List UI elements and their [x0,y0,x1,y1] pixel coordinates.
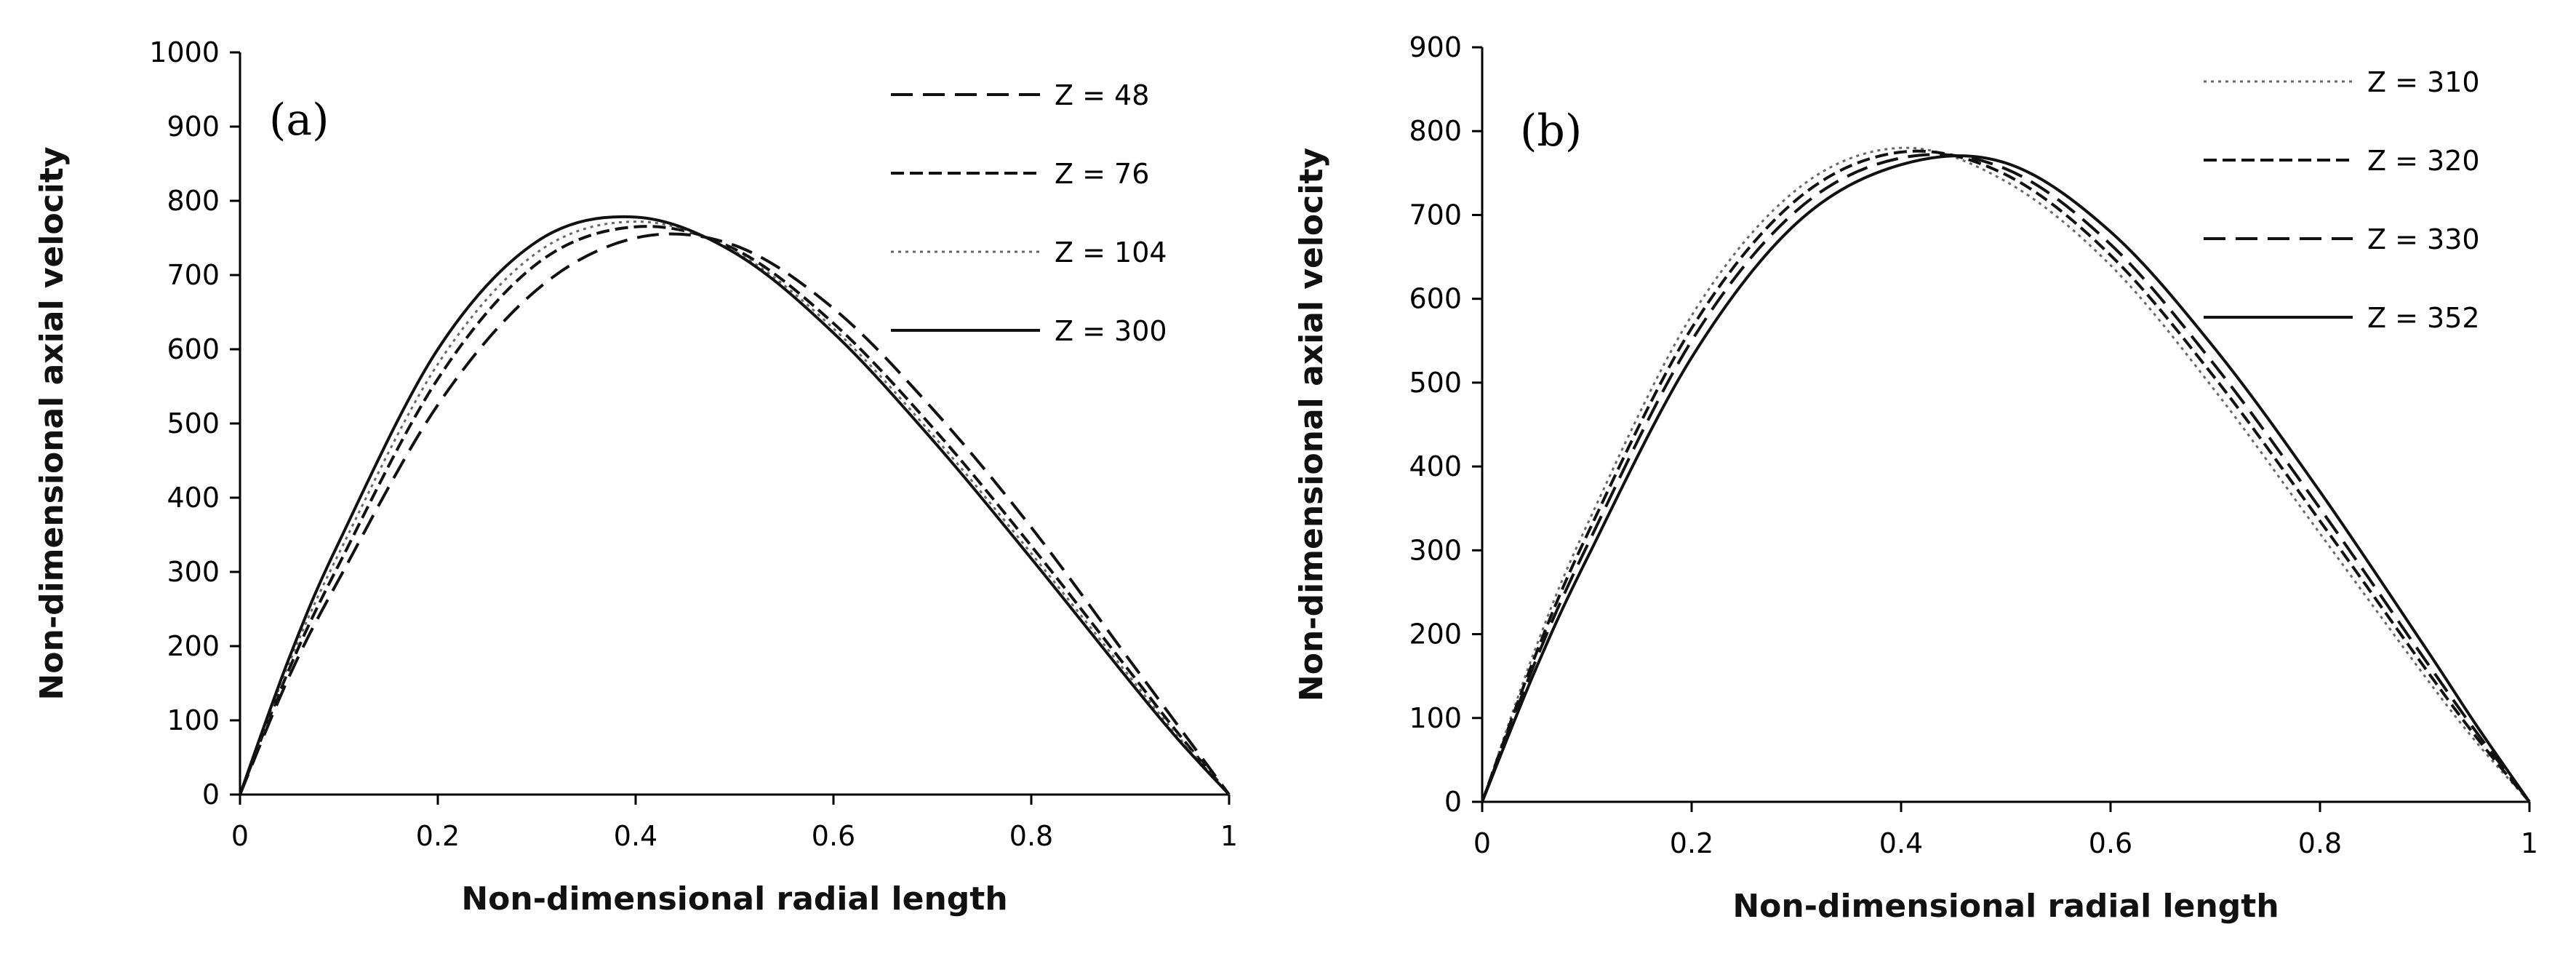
x-tick-label: 0.6 [2089,827,2132,859]
y-tick-label: 400 [1409,450,1462,482]
y-tick-label: 800 [167,185,220,217]
y-tick-label: 1000 [149,36,220,68]
y-tick-label: 900 [1409,31,1462,63]
y-tick-label: 500 [167,407,220,439]
y-tick-label: 900 [167,111,220,143]
x-tick-label: 0.6 [812,820,855,852]
y-tick-label: 300 [167,556,220,588]
x-tick-label: 0.2 [1670,827,1713,859]
y-tick-label: 0 [202,779,220,811]
legend-label: Z = 48 [1055,79,1149,111]
y-tick-label: 700 [167,259,220,291]
legend-label: Z = 104 [1055,236,1167,268]
x-tick-label: 0.8 [1009,820,1053,852]
y-tick-label: 100 [1409,702,1462,734]
series-line-z-320 [1481,149,2531,803]
x-axis-title: Non-dimensional radial length [1732,888,2279,925]
x-tick-label: 0.4 [1879,827,1923,859]
series-line-z-330 [1481,153,2531,803]
legend-label: Z = 352 [2367,302,2480,334]
series-line-z-104 [239,220,1231,795]
series-line-z-310 [1481,146,2531,803]
y-tick-label: 100 [167,704,220,736]
chart-panel-b: 0 100 200 300 400 500 600 700 800 900 0 0.2 0.4 0.6 0.… [1293,31,2538,925]
legend-label: Z = 300 [1055,315,1167,347]
panel-label: (b) [1520,106,1582,156]
legend-label: Z = 330 [2367,223,2480,255]
y-tick-label: 700 [1409,199,1462,231]
series-line-z-48 [239,232,1231,796]
y-tick-label: 200 [167,630,220,662]
x-axis-title: Non-dimensional radial length [461,880,1007,918]
y-tick-label: 200 [1409,618,1462,650]
x-tick-label: 1 [2521,827,2538,859]
x-tick-label: 0 [231,820,249,852]
x-tick-label: 0.8 [2298,827,2342,859]
series-line-z-352 [1481,154,2531,803]
legend-label: Z = 76 [1055,158,1149,190]
series-line-z-300 [239,215,1231,796]
y-axis-title: Non-dimensional axial velocity [1293,148,1330,701]
x-tick-label: 1 [1220,820,1238,852]
panel-label: (a) [269,95,329,146]
legend: Z = 310 Z = 320 Z = 330 Z = 352 [2204,66,2480,334]
y-tick-label: 0 [1444,786,1462,818]
y-tick-label: 400 [167,482,220,514]
y-tick-label: 500 [1409,367,1462,399]
x-tick-label: 0.4 [614,820,657,852]
y-tick-label: 600 [167,333,220,365]
series-line-z-76 [239,225,1231,796]
legend-label: Z = 310 [2367,66,2480,98]
legend-label: Z = 320 [2367,145,2480,177]
y-tick-label: 600 [1409,283,1462,315]
legend: Z = 48 Z = 76 Z = 104 Z = 300 [891,79,1167,347]
chart-panel-a: 0 100 200 300 400 500 600 700 800 900 1000 0 0.2 0.4 0… [33,36,1238,918]
y-axis-title: Non-dimensional axial velocity [33,146,71,700]
x-tick-label: 0.2 [416,820,460,852]
y-tick-label: 300 [1409,534,1462,566]
y-tick-label: 800 [1409,115,1462,147]
x-tick-label: 0 [1473,827,1491,859]
